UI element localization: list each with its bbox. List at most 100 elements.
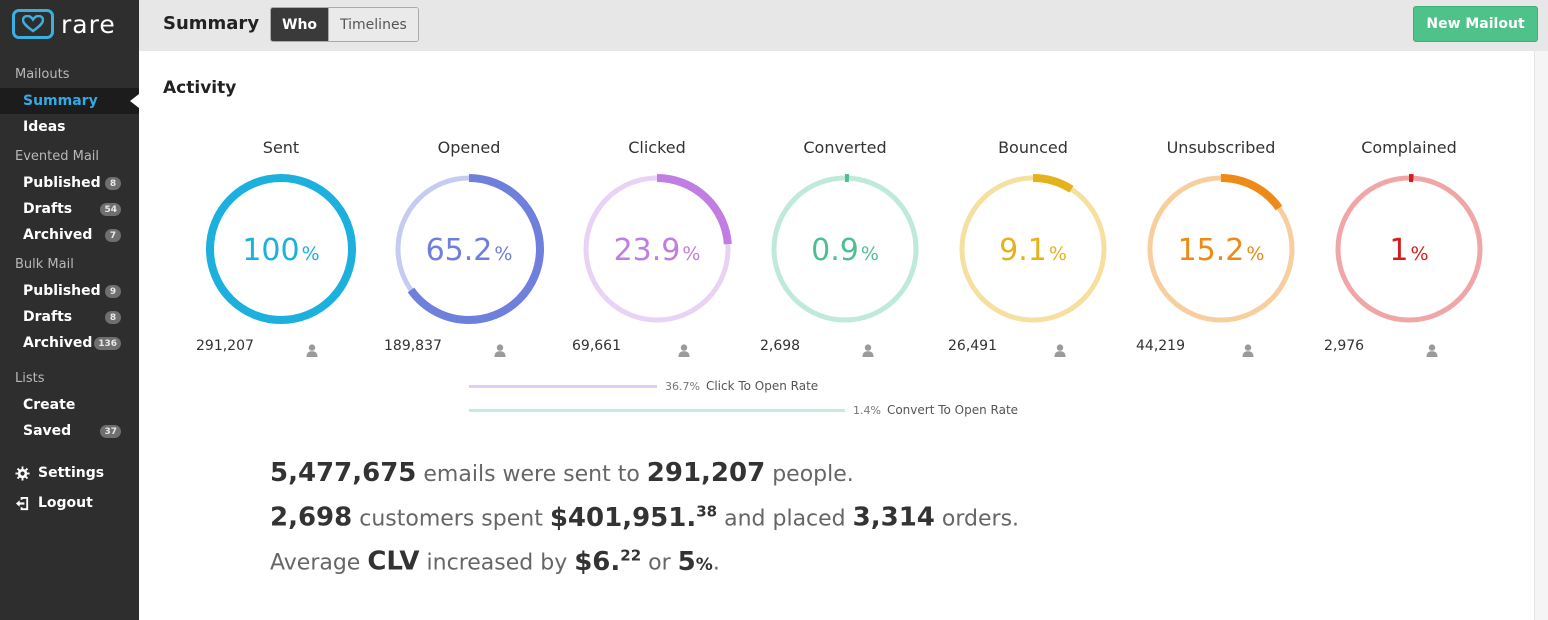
summary-line-clv: Average CLV increased by $6.22 or 5%. bbox=[270, 546, 720, 577]
metric-ring: 9.1% bbox=[958, 174, 1108, 324]
summary-text: increased by bbox=[426, 550, 568, 576]
nav-section-lists: Lists bbox=[15, 371, 45, 386]
metric-opened[interactable]: Opened 65.2% 189,837 bbox=[384, 138, 554, 357]
metric-percent-unit: % bbox=[494, 243, 512, 265]
logo[interactable]: rare bbox=[12, 9, 116, 39]
metric-unsubscribed[interactable]: Unsubscribed 15.2% 44,219 bbox=[1136, 138, 1306, 357]
count-badge: 7 bbox=[105, 229, 121, 242]
metric-complained[interactable]: Complained 1% 2,976 bbox=[1324, 138, 1494, 357]
summary-line-spent: 2,698 customers spent $401,951.38 and pl… bbox=[270, 502, 1019, 533]
sidebar-item-ideas[interactable]: Ideas bbox=[0, 114, 139, 140]
nav-section-evented-mail: Evented Mail bbox=[15, 149, 100, 164]
sidebar-item-label: Drafts bbox=[23, 309, 73, 325]
sidebar-item-label: Create bbox=[23, 397, 76, 413]
page-title: Summary bbox=[163, 13, 260, 34]
heart-logo-icon bbox=[12, 9, 54, 39]
sidebar-item-label: Summary bbox=[23, 93, 98, 109]
sidebar-item-label: Archived bbox=[23, 227, 93, 243]
nav-section-bulk-mail: Bulk Mail bbox=[15, 257, 74, 272]
metric-count-value: 69,661 bbox=[572, 338, 621, 354]
summary-text: and placed bbox=[724, 506, 846, 532]
metric-label: Opened bbox=[437, 138, 501, 157]
sidebar-item-bulk-published[interactable]: Published 9 bbox=[0, 278, 139, 304]
click-to-open-rate: 36.7% Click To Open Rate bbox=[469, 379, 818, 393]
clv-label: CLV bbox=[367, 546, 420, 577]
top-bar: Summary Who Timelines New Mailout bbox=[139, 0, 1548, 51]
sidebar: rare Mailouts Summary Ideas Evented Mail… bbox=[0, 0, 139, 620]
ring-progress-arc bbox=[206, 174, 356, 324]
metric-percent-value: 15.2 bbox=[1178, 233, 1245, 268]
clv-dollars: $6. bbox=[574, 546, 621, 577]
metric-ring: 15.2% bbox=[1146, 174, 1296, 324]
metric-count-value: 44,219 bbox=[1136, 338, 1185, 354]
ring-progress-arc bbox=[1146, 174, 1296, 324]
sidebar-item-label: Published bbox=[23, 175, 101, 191]
scrollbar[interactable] bbox=[1534, 51, 1548, 620]
count-badge: 8 bbox=[105, 177, 121, 190]
summary-text: customers spent bbox=[359, 506, 543, 532]
metric-count-value: 291,207 bbox=[196, 338, 254, 354]
person-icon bbox=[1426, 344, 1438, 357]
view-toggle: Who Timelines bbox=[270, 7, 419, 42]
sidebar-item-evented-published[interactable]: Published 8 bbox=[0, 170, 139, 196]
sidebar-item-evented-drafts[interactable]: Drafts 54 bbox=[0, 196, 139, 222]
logo-text: rare bbox=[61, 9, 116, 39]
sidebar-item-saved[interactable]: Saved 37 bbox=[0, 418, 139, 444]
tab-who[interactable]: Who bbox=[271, 8, 329, 41]
sidebar-item-label: Drafts bbox=[23, 201, 73, 217]
rate-value: 1.4% bbox=[853, 403, 881, 417]
metric-count: 2,698 bbox=[760, 335, 930, 357]
metric-count: 26,491 bbox=[948, 335, 1118, 357]
summary-text: emails were sent to bbox=[423, 462, 640, 487]
metric-count-value: 2,976 bbox=[1324, 338, 1365, 354]
spent-amount: $401,951.38 bbox=[550, 502, 717, 533]
metric-label: Clicked bbox=[628, 138, 686, 157]
ring-progress-arc bbox=[770, 174, 920, 324]
new-mailout-button[interactable]: New Mailout bbox=[1413, 6, 1538, 42]
metric-ring: 0.9% bbox=[770, 174, 920, 324]
metric-count-value: 2,698 bbox=[760, 338, 801, 354]
rate-label: Click To Open Rate bbox=[705, 379, 819, 393]
sidebar-item-summary[interactable]: Summary bbox=[0, 88, 139, 114]
metric-count: 44,219 bbox=[1136, 335, 1306, 357]
summary-text: people. bbox=[772, 462, 854, 487]
metric-label: Complained bbox=[1361, 138, 1457, 157]
metric-clicked[interactable]: Clicked 23.9% 69,661 bbox=[572, 138, 742, 357]
metric-percent-value: 65.2 bbox=[426, 233, 493, 268]
clv-percent: 5% bbox=[678, 547, 713, 577]
sidebar-item-label: Saved bbox=[23, 423, 72, 439]
sidebar-item-create[interactable]: Create bbox=[0, 392, 139, 418]
metric-ring: 23.9% bbox=[582, 174, 732, 324]
rate-label: Convert To Open Rate bbox=[886, 403, 1019, 417]
metric-bounced[interactable]: Bounced 9.1% 26,491 bbox=[948, 138, 1118, 357]
count-badge: 136 bbox=[94, 337, 121, 350]
sidebar-item-label: Published bbox=[23, 283, 101, 299]
sidebar-item-bulk-archived[interactable]: Archived 136 bbox=[0, 330, 139, 356]
metric-percent-unit: % bbox=[1411, 243, 1429, 265]
rate-bar bbox=[469, 384, 657, 388]
metric-converted[interactable]: Converted 0.9% 2,698 bbox=[760, 138, 930, 357]
metric-percent-value: 1 bbox=[1389, 233, 1408, 268]
tab-timelines[interactable]: Timelines bbox=[328, 8, 418, 41]
metric-sent[interactable]: Sent 100% 291,207 bbox=[196, 138, 366, 357]
metric-label: Converted bbox=[803, 138, 887, 157]
person-icon bbox=[1054, 344, 1066, 357]
summary-text: or bbox=[648, 550, 671, 576]
sidebar-item-evented-archived[interactable]: Archived 7 bbox=[0, 222, 139, 248]
metric-count: 291,207 bbox=[196, 335, 366, 357]
summary-text: orders. bbox=[941, 506, 1020, 532]
metric-percent-unit: % bbox=[302, 243, 320, 265]
metric-percent-value: 23.9 bbox=[614, 233, 681, 268]
gear-icon bbox=[15, 465, 30, 481]
metric-ring: 100% bbox=[206, 174, 356, 324]
metric-percent: 1% bbox=[1389, 233, 1428, 268]
metric-label: Unsubscribed bbox=[1166, 138, 1276, 157]
sidebar-item-bulk-drafts[interactable]: Drafts 8 bbox=[0, 304, 139, 330]
sidebar-item-settings[interactable]: Settings bbox=[0, 460, 139, 486]
count-badge: 54 bbox=[100, 203, 121, 216]
sidebar-item-logout[interactable]: Logout bbox=[0, 490, 139, 516]
person-icon bbox=[306, 344, 318, 357]
summary-line-sent: 5,477,675 emails were sent to 291,207 pe… bbox=[270, 458, 854, 488]
sidebar-item-label: Archived bbox=[23, 335, 93, 351]
metric-count: 2,976 bbox=[1324, 335, 1494, 357]
